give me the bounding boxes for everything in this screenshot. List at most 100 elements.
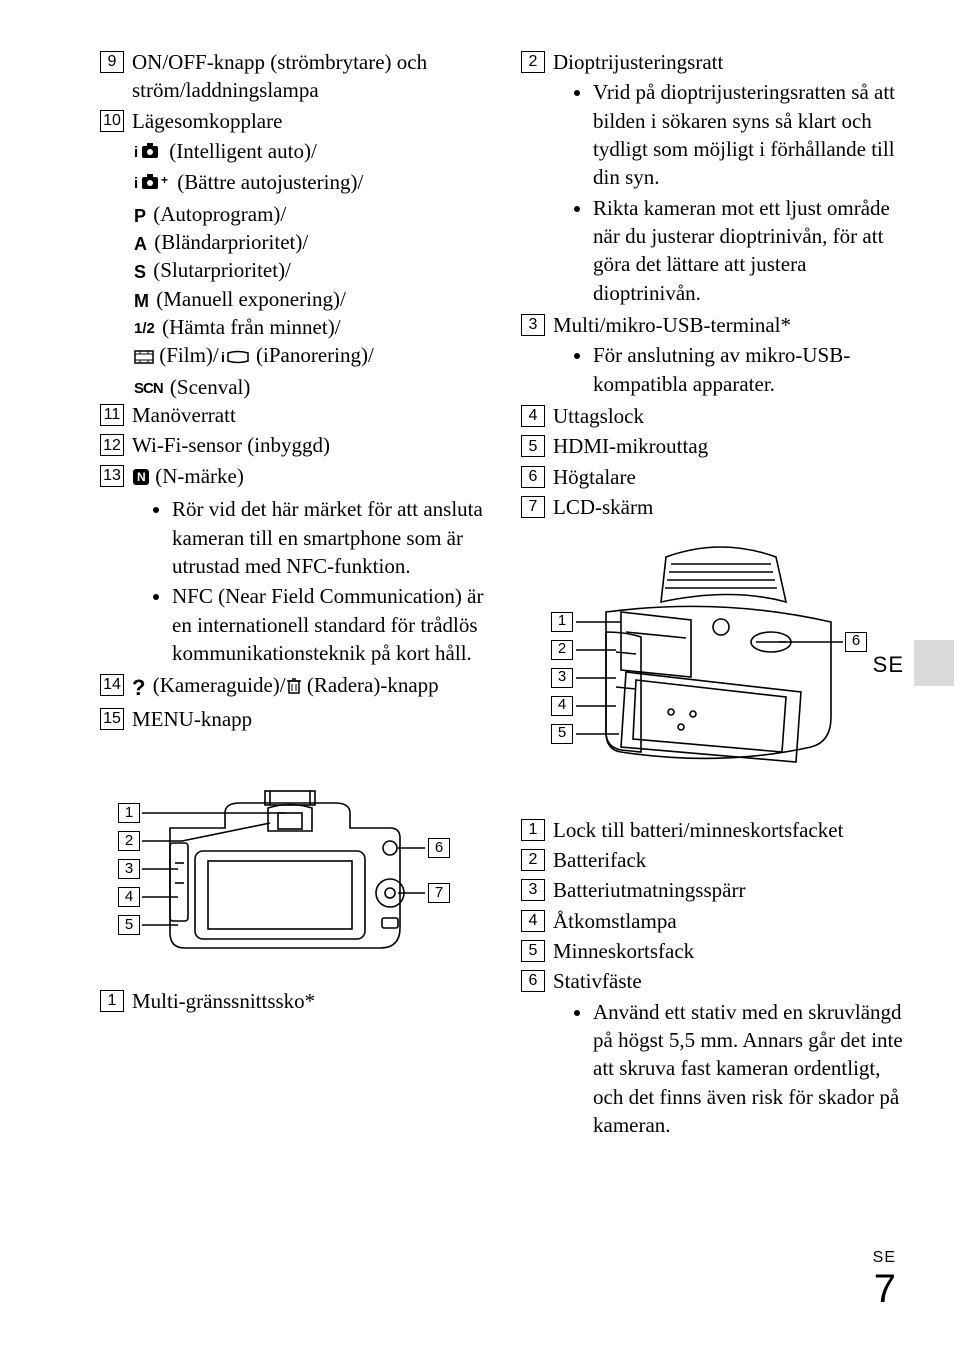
item-14: 14 ? (Kameraguide)/ (Radera)-knapp (100, 671, 489, 702)
side-tab (914, 640, 954, 686)
item-9-text: ON/OFF-knapp (strömbrytare) och ström/la… (132, 48, 489, 105)
num-14: 14 (100, 674, 124, 696)
mode-pano-label: (iPanorering)/ (256, 343, 374, 367)
rbnum-5: 5 (521, 940, 545, 962)
item-11-text: Manöverratt (132, 401, 489, 429)
rb-1-text: Lock till batteri/minneskortsfacket (553, 816, 910, 844)
co-r4: 4 (551, 696, 573, 716)
co-r3: 3 (551, 668, 573, 688)
mode-a-label: (Bländarprioritet)/ (154, 230, 308, 254)
co-l3: 3 (118, 859, 140, 879)
s-icon: S (134, 260, 146, 284)
rb-6-bb: Använd ett stativ med en skruvlängd på h… (593, 998, 910, 1140)
a-icon: A (134, 232, 147, 256)
footer-page: 7 (873, 1269, 896, 1309)
ritem-2-body: Dioptrijusteringsratt Vrid på dioptrijus… (553, 48, 910, 309)
bottom-item-1-text: Multi-gränssnittssko* (132, 987, 489, 1015)
rb-2-text: Batterifack (553, 846, 910, 874)
help-icon: ? (132, 673, 145, 703)
item-12: 12 Wi-Fi-sensor (inbyggd) (100, 431, 489, 459)
item-14-post: (Radera)-knapp (307, 673, 439, 697)
co-l6: 6 (428, 838, 450, 858)
rnum-3: 3 (521, 314, 545, 336)
rb-2: 2 Batterifack (521, 846, 910, 874)
ritem-4-text: Uttagslock (553, 402, 910, 430)
mode-s: S (Slutarprioritet)/ (100, 256, 489, 284)
rb-1: 1 Lock till batteri/minneskortsfacket (521, 816, 910, 844)
rnum-6: 6 (521, 466, 545, 488)
rb-6: 6 Stativfäste Använd ett stativ med en s… (521, 967, 910, 1141)
rbnum-6: 6 (521, 970, 545, 992)
rb-5-text: Minneskortsfack (553, 937, 910, 965)
ritem-7: 7 LCD-skärm (521, 493, 910, 521)
item-13-b2: NFC (Near Field Communication) är en int… (172, 582, 489, 667)
page-footer: SE 7 (873, 1247, 896, 1309)
camera-back-svg (100, 773, 430, 963)
svg-text:i: i (134, 175, 138, 192)
co-r1: 1 (551, 612, 573, 632)
item-15-text: MENU-knapp (132, 705, 489, 733)
item-12-text: Wi-Fi-sensor (inbyggd) (132, 431, 489, 459)
mode-m-label: (Manuell exponering)/ (156, 287, 346, 311)
film-icon (134, 344, 154, 372)
num-10: 10 (100, 110, 124, 132)
rb-6-body: Stativfäste Använd ett stativ med en skr… (553, 967, 910, 1141)
rb-3-text: Batteriutmatningsspärr (553, 876, 910, 904)
item-10: 10 Lägesomkopplare (100, 107, 489, 135)
ritem-3: 3 Multi/mikro-USB-terminal* För anslutni… (521, 311, 910, 400)
rb-4: 4 Åtkomstlampa (521, 907, 910, 935)
num-b1l: 1 (100, 990, 124, 1012)
iautoplus-icon: i+ (134, 171, 172, 199)
camera-bottom-diagram: 1 2 3 4 5 6 (521, 542, 910, 802)
camera-back-diagram: 1 2 3 4 5 6 7 (100, 773, 489, 973)
ritem-4: 4 Uttagslock (521, 402, 910, 430)
rnum-4: 4 (521, 405, 545, 427)
item-13-b1: Rör vid det här märket för att ansluta k… (172, 495, 489, 580)
item-13: 13 N (N-märke) Rör vid det här märket fö… (100, 462, 489, 669)
rb-4-text: Åtkomstlampa (553, 907, 910, 935)
item-15: 15 MENU-knapp (100, 705, 489, 733)
left-column: 9 ON/OFF-knapp (strömbrytare) och ström/… (100, 48, 505, 1143)
item-10-text: Lägesomkopplare (132, 107, 489, 135)
svg-text:N: N (137, 470, 146, 484)
item-9: 9 ON/OFF-knapp (strömbrytare) och ström/… (100, 48, 489, 105)
ritem-3-text: Multi/mikro-USB-terminal* (553, 313, 791, 337)
rbnum-1: 1 (521, 819, 545, 841)
svg-text:i: i (221, 349, 225, 365)
rbnum-2: 2 (521, 849, 545, 871)
co-r5: 5 (551, 724, 573, 744)
co-l7: 7 (428, 883, 450, 903)
ritem-2: 2 Dioptrijusteringsratt Vrid på dioptrij… (521, 48, 910, 309)
camera-bottom-svg (521, 542, 861, 792)
co-r2: 2 (551, 640, 573, 660)
page-content: 9 ON/OFF-knapp (strömbrytare) och ström/… (0, 0, 954, 1143)
num-15: 15 (100, 708, 124, 730)
m-icon: M (134, 289, 149, 313)
mode-iauto-label: (Intelligent auto)/ (169, 139, 317, 163)
ipano-icon: i (221, 344, 251, 372)
mode-mem: 1/2 (Hämta från minnet)/ (100, 313, 489, 341)
rnum-2: 2 (521, 51, 545, 73)
footer-se: SE (873, 1247, 896, 1269)
memory-icon: 1/2 (134, 319, 155, 339)
mode-iautop: i+ (Bättre autojustering)/ (100, 168, 489, 199)
mode-a: A (Bländarprioritet)/ (100, 228, 489, 256)
co-l4: 4 (118, 887, 140, 907)
ritem-2-text: Dioptrijusteringsratt (553, 50, 723, 74)
trash-icon (286, 674, 302, 702)
mode-mem-label: (Hämta från minnet)/ (162, 315, 340, 339)
num-12: 12 (100, 434, 124, 456)
item-11: 11 Manöverratt (100, 401, 489, 429)
scn-icon: SCN (134, 379, 163, 399)
svg-text:+: + (161, 174, 168, 187)
mode-scn: SCN (Scenval) (100, 373, 489, 401)
nfc-icon: N (132, 465, 150, 493)
num-9: 9 (100, 51, 124, 73)
bottom-item-1: 1 Multi-gränssnittssko* (100, 987, 489, 1015)
ritem-5-text: HDMI-mikrouttag (553, 432, 910, 460)
rb-3: 3 Batteriutmatningsspärr (521, 876, 910, 904)
rbnum-4: 4 (521, 910, 545, 932)
iauto-icon: i (134, 140, 164, 168)
ritem-3-b1: För anslutning av mikro-USB-kompatibla a… (593, 341, 910, 398)
mode-iauto: i (Intelligent auto)/ (100, 137, 489, 168)
